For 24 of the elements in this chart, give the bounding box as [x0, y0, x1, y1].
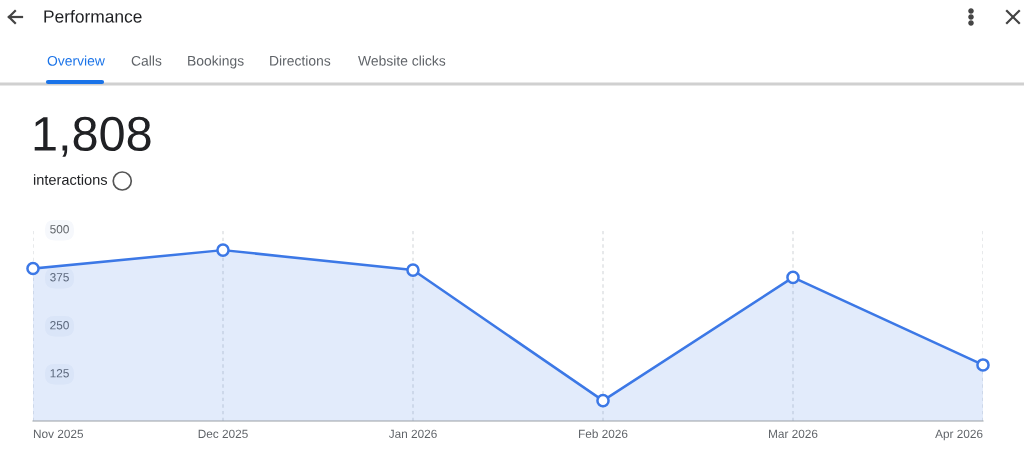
text: interactions	[33, 174, 108, 185]
x-tick-label: Dec 2025	[198, 429, 248, 438]
x-tick-label: Apr 2026	[935, 429, 983, 441]
y-tick-label: 250	[50, 321, 69, 330]
y-tick-label: 125	[50, 369, 69, 378]
text: Website clicks	[358, 55, 446, 66]
point	[26, 261, 40, 276]
x-tick-label: Mar 2026	[769, 429, 818, 438]
y-tick-label: 500	[50, 225, 69, 234]
text: Overview	[47, 55, 105, 66]
x-tick-label: Nov 2025	[33, 429, 84, 438]
point	[406, 263, 420, 277]
text: Directions	[270, 55, 331, 66]
point	[216, 243, 230, 257]
y-tick-label: 375	[50, 273, 69, 282]
point	[596, 393, 610, 408]
x-tick-label: Feb 2026	[579, 429, 628, 438]
point	[976, 358, 990, 372]
text: Bookings	[188, 55, 244, 69]
chart-title: Performance	[44, 9, 142, 23]
text: 1,808	[34, 116, 151, 157]
point	[786, 270, 800, 285]
text: Calls	[131, 55, 162, 66]
x-tick-label: Jan 2026	[388, 429, 437, 438]
